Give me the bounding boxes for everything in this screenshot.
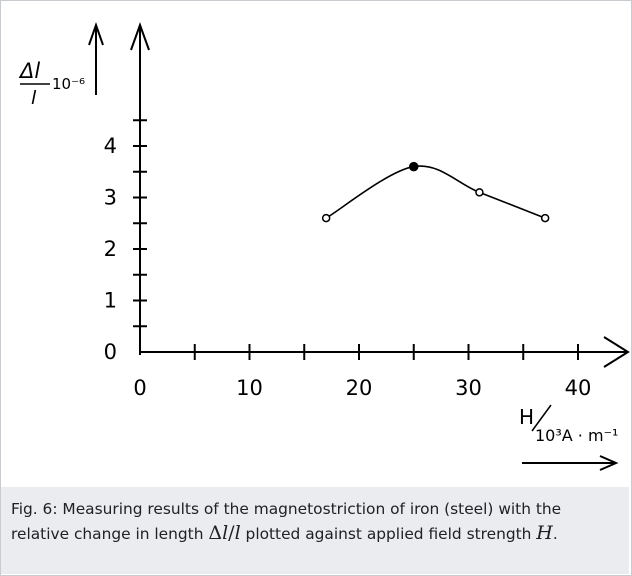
x-label-slash [531,404,552,432]
caption-math-delta-l: Δl/l [208,522,240,544]
caption-text-1: Fig. 6: Measuring results of the magneto… [11,500,562,543]
left-arrowhead [88,21,104,46]
x-tick-label: 20 [346,376,373,400]
y-tick-label: 0 [104,340,117,364]
y-label-delta-l: Δl [18,59,40,83]
x-axis-arrowhead [603,336,630,368]
data-point [475,188,484,197]
y-tick-label: 2 [104,237,117,261]
data-point [409,161,419,172]
x-label-unit: 10³A · m⁻¹ [535,426,618,445]
h-arrowhead [599,455,619,471]
y-tick-label: 3 [104,186,117,210]
x-tick-label: 40 [565,376,592,400]
caption-math-slash: / [228,522,235,544]
caption-math-delta: Δ [208,522,223,544]
y-tick-label: 4 [104,134,117,158]
series-line [325,165,546,219]
x-label-H: H [519,405,534,429]
ticks [133,119,579,360]
figure-caption: Fig. 6: Measuring results of the magneto… [1,487,629,574]
y-axis-label: Δl l 10⁻⁶ [18,59,85,109]
x-tick-label: 0 [133,376,146,400]
caption-text-2: plotted against applied field strength [240,525,537,543]
axes [88,21,630,471]
y-label-exponent: 10⁻⁶ [52,75,85,93]
caption-math-H: H [536,522,553,544]
y-label-l: l [31,87,37,109]
plot-area: 0 10 20 30 40 0 1 2 3 4 Δl l 10⁻⁶ H 10³A · m⁻¹ [18,21,630,471]
y-tick-label: 1 [104,289,117,313]
caption-math-l2: l [234,522,241,544]
data-point [321,213,331,223]
caption-math-l1: l [222,522,229,544]
x-axis-label: H 10³A · m⁻¹ [519,404,618,445]
data-series [321,161,550,223]
tick-labels: 0 10 20 30 40 0 1 2 3 4 [104,134,592,400]
x-tick-label: 30 [455,376,482,400]
data-point [540,213,550,223]
x-tick-label: 10 [236,376,263,400]
caption-text-3: . [552,525,558,543]
y-axis-arrowhead [130,22,150,51]
